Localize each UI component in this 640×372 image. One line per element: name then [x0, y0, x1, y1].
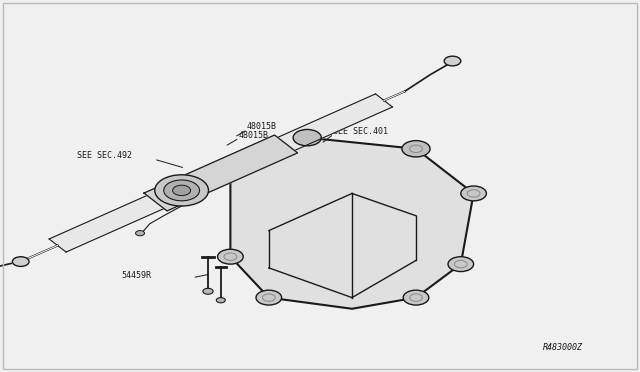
- Circle shape: [218, 249, 243, 264]
- Text: 54459R: 54459R: [122, 271, 152, 280]
- Circle shape: [461, 186, 486, 201]
- Polygon shape: [49, 94, 392, 252]
- Circle shape: [403, 290, 429, 305]
- Circle shape: [403, 141, 429, 156]
- Circle shape: [256, 290, 282, 305]
- Circle shape: [12, 257, 29, 266]
- Text: 48015B: 48015B: [246, 122, 276, 131]
- Circle shape: [136, 231, 145, 236]
- Circle shape: [293, 129, 321, 146]
- Circle shape: [155, 175, 209, 206]
- Text: 48015B: 48015B: [238, 131, 268, 140]
- Circle shape: [203, 288, 213, 294]
- Polygon shape: [144, 135, 298, 211]
- Circle shape: [402, 141, 430, 157]
- Polygon shape: [230, 138, 474, 309]
- Text: SEE SEC.492: SEE SEC.492: [77, 151, 132, 160]
- Circle shape: [173, 185, 191, 196]
- Circle shape: [448, 257, 474, 272]
- Circle shape: [216, 298, 225, 303]
- Text: SEE SEC.401: SEE SEC.401: [333, 127, 388, 136]
- Circle shape: [164, 180, 200, 201]
- Text: R483000Z: R483000Z: [543, 343, 583, 352]
- Circle shape: [444, 56, 461, 66]
